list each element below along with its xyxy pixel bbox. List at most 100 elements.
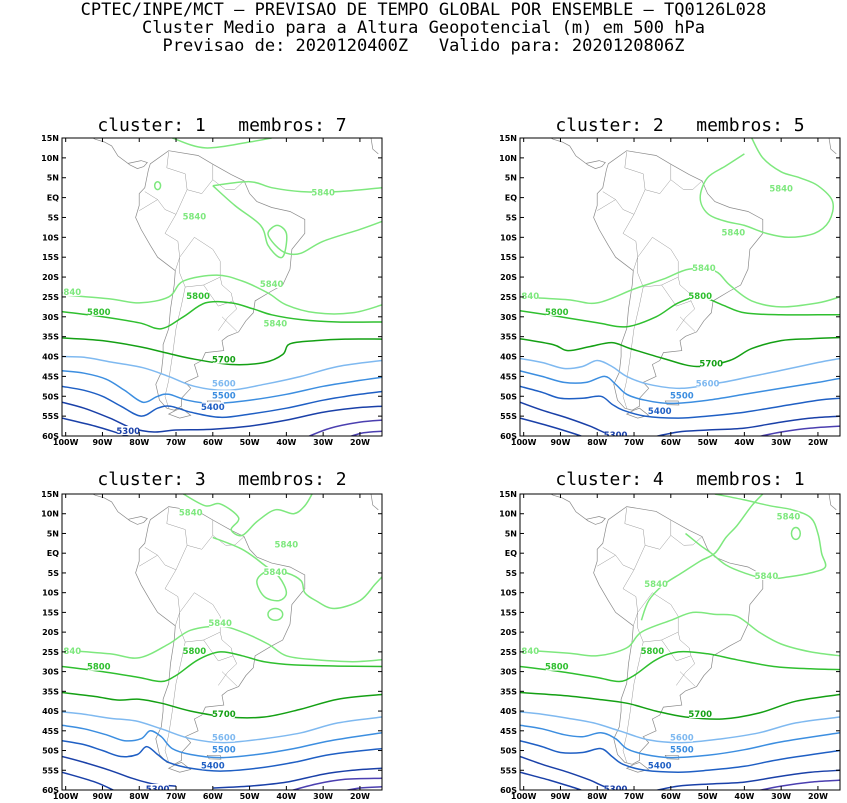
lon-label: 20W [808,792,828,801]
contour-label: 5800 [688,292,712,302]
contour-label: 5400 [648,407,672,417]
contour-5840 [699,138,835,239]
contour-label: 5300 [116,427,140,437]
contour-label: 5700 [699,359,723,369]
forecast-dates: Previsao de: 2020120400Z Valido para: 20… [162,36,685,56]
lon-label: 60W [203,792,223,801]
lon-label: 60W [661,438,681,447]
lon-label: 50W [698,438,718,447]
lon-label: 20W [350,792,370,801]
contour-5600 [62,711,382,744]
contour-5840 [62,625,382,663]
lon-label: 30W [313,438,333,447]
lon-label: 100W [53,792,79,801]
contour-label: 5840 [263,320,287,330]
lat-label: 30S [500,313,517,322]
contour-label: 5840 [777,513,801,523]
country-border [164,641,186,763]
lat-label: 10S [500,589,517,598]
contour-label-bg [689,290,712,300]
lon-label: 20W [350,438,370,447]
figure-title: CPTEC/INPE/MCT – PREVISAO DE TEMPO GLOBA… [80,0,767,20]
contour-label-bg [117,426,140,436]
contour-label: 5840 [692,264,716,274]
panel-4-title: cluster: 4 membros: 1 [555,469,805,490]
contour-5840 [172,138,272,149]
contour-label-bg [604,430,627,436]
contour-label: 5840 [179,509,203,519]
lat-label: 10S [42,589,59,598]
contour-5840-closed [153,180,162,191]
contour-label-bg [212,744,235,754]
country-border [203,277,234,307]
lat-label: 30S [42,668,59,677]
country-border [637,592,679,643]
lat-label: 15N [41,490,59,499]
contour-label: 5800 [545,308,569,318]
lat-label: 45S [42,727,59,736]
contour-lines [520,138,840,436]
contour-5840-closed [267,607,284,622]
country-border [187,520,214,550]
contour-5840 [212,185,382,259]
contour-5400 [520,739,840,773]
lon-label: 100W [511,792,537,801]
lat-label: 5N [505,174,517,183]
panel-1-title: cluster: 1 membros: 7 [97,115,347,136]
contour-label-bg [187,290,210,300]
contour-label-bg [641,645,664,655]
contour-label-bg [770,183,793,193]
lat-label: 40S [42,353,59,362]
map-frame [61,137,383,437]
lat-label: 40S [500,707,517,716]
contour-label-bg [264,566,287,576]
lat-label: EQ [505,194,517,203]
contour-label-bg [209,618,232,628]
lat-label: 25S [42,293,59,302]
contour-5800 [520,650,840,683]
lat-label: 15S [42,253,59,262]
lon-label: 80W [587,792,607,801]
country-border [139,199,158,211]
contour-5700 [62,337,382,366]
contour-label: 5500 [670,746,694,756]
contour-label-bg [670,390,693,400]
contour-5800 [520,296,840,328]
lat-label: 15S [500,253,517,262]
lon-label: 100W [511,438,537,447]
contour-label-bg [648,406,671,416]
contour-label: 5400 [201,403,225,413]
contour-label-bg [212,709,235,719]
contour-label: 5840 [755,572,779,582]
lon-label: 20W [808,438,828,447]
map-axes: 15N10N5NEQ5S10S15S20S25S30S35S40S45S50S5… [499,490,840,801]
contour-5200 [307,419,382,436]
lat-label: 10S [42,233,59,242]
map-frame [61,493,383,791]
contour-label: 5800 [183,647,207,657]
contour-label-bg [212,390,235,400]
lat-label: 50S [500,392,517,401]
contour-label-bg [689,709,712,719]
lat-label: 25S [42,648,59,657]
contour-label-bg [696,378,719,388]
contour-5840 [640,494,764,621]
contour-label-bg [648,760,671,770]
tierra-del-fuego [167,762,192,773]
contour-5600 [520,357,840,390]
africa-coast [828,138,837,155]
lon-label: 80W [129,438,149,447]
country-border [166,151,188,215]
contour-label-bg [604,784,627,790]
lat-label: 55S [500,766,517,775]
map-axes: 15N10N5NEQ5S10S15S20S25S30S35S40S45S50S5… [41,490,382,801]
contour-label: 5400 [648,761,672,771]
africa-coast [370,494,379,511]
contour-label-bg [146,784,169,790]
africa-coast [370,138,379,155]
contour-5700 [520,336,840,368]
contour-5700 [62,691,382,719]
country-border [624,151,646,215]
lat-label: 20S [500,628,517,637]
